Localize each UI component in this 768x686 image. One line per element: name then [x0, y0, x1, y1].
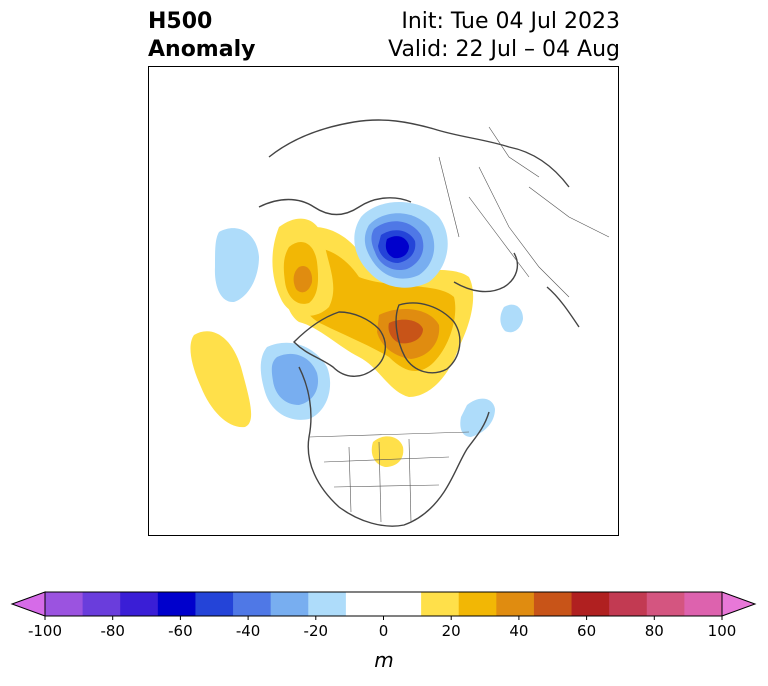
- colorbar-bin: [195, 592, 234, 616]
- colorbar-tick-label: 100: [708, 622, 737, 640]
- colorbar-tick-label: -100: [28, 622, 62, 640]
- colorbar-bin: [120, 592, 159, 616]
- anomaly-trough-gulf-alaska: [260, 342, 331, 420]
- colorbar-extend-min: [10, 591, 46, 617]
- colorbar-tick-label: -40: [236, 622, 261, 640]
- colorbar-svg: -100 -80 -60 -40 -20 0 20 40 60 80 100: [10, 591, 757, 640]
- init-time: Init: Tue 04 Jul 2023: [401, 9, 620, 34]
- colorbar-tick-label: 0: [379, 622, 389, 640]
- colorbar-bin: [533, 592, 573, 616]
- valid-period: Valid: 22 Jul – 04 Aug: [388, 37, 620, 62]
- anomaly-trough-atlantic: [460, 398, 495, 437]
- colorbar-tick-label: 80: [645, 622, 664, 640]
- title-field: Anomaly: [148, 37, 256, 62]
- colorbar-bin: [571, 592, 610, 616]
- colorbar-bin: [496, 592, 535, 616]
- colorbar-bin: [82, 592, 121, 616]
- colorbar-tick-label: -80: [100, 622, 125, 640]
- colorbar-bin: [45, 592, 84, 616]
- colorbar-unit-label: m: [374, 648, 394, 672]
- colorbar-bin: [609, 592, 648, 616]
- anomaly-low-arctic: [354, 202, 448, 288]
- title-variable: H500: [148, 9, 213, 34]
- title-right: Init: Tue 04 Jul 2023 Valid: 22 Jul – 04…: [388, 8, 620, 64]
- colorbar-bin: [233, 592, 272, 616]
- political-borders: [308, 126, 610, 523]
- colorbar-bin: [308, 592, 347, 616]
- colorbar-bin: [157, 592, 196, 616]
- colorbar-tick-label: -60: [168, 622, 193, 640]
- colorbar-extend-max: [721, 591, 757, 617]
- colorbar-bin: [646, 592, 685, 616]
- colorbar-bin: [270, 592, 309, 616]
- anomaly-map: [190, 119, 610, 527]
- colorbar-bin: [684, 592, 723, 616]
- anomaly-trough-iceland: [500, 304, 523, 333]
- anomaly-low-pacific-west: [214, 228, 259, 303]
- colorbar-tick-label: 40: [509, 622, 528, 640]
- colorbar-bin: [421, 592, 460, 616]
- title-left: H500 Anomaly: [148, 8, 255, 64]
- colorbar-tick-label: -20: [304, 622, 329, 640]
- anomaly-ridge-great-lakes: [371, 436, 404, 467]
- colorbar-bin: [458, 592, 497, 616]
- anomaly-ridge-pacific: [190, 331, 252, 428]
- colorbar-tick-label: 20: [442, 622, 461, 640]
- colorbar-bin: [345, 592, 384, 616]
- colorbar: -100 -80 -60 -40 -20 0 20 40 60 80 100: [0, 580, 768, 640]
- anomaly-ridge-alaska: [272, 218, 334, 316]
- colorbar-bin: [383, 592, 422, 616]
- map-panel: [148, 66, 619, 536]
- colorbar-tick-label: 60: [577, 622, 596, 640]
